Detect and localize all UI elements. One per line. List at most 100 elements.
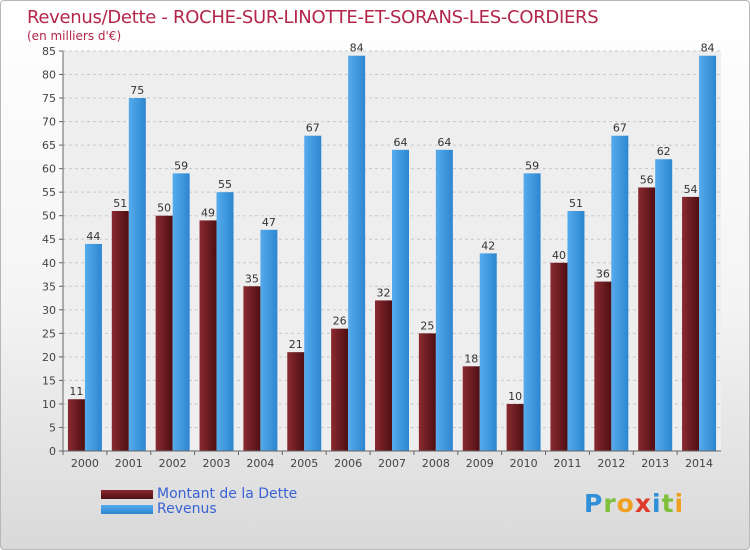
legend-label-dette: Montant de la Dette [157,486,298,502]
bar-dette [243,286,261,451]
bar-revenus [216,192,234,452]
y-tick-label: 70 [42,116,56,129]
bar-dette [418,333,436,451]
data-label-revenus: 67 [306,122,320,135]
x-tick-label: 2004 [246,457,274,470]
bar-dette [155,215,173,451]
proxiti-logo: Proxiti [584,489,684,518]
bar-revenus [567,211,585,451]
x-tick-label: 2013 [641,457,669,470]
bars: 11 44 51 75 50 59 49 55 35 47 21 67 26 84 32 64 25 64 18 42… [67,42,717,452]
y-tick-label: 40 [42,257,56,270]
x-tick-label: 2003 [203,457,231,470]
bar-dette [199,220,217,451]
y-tick-label: 60 [42,163,56,176]
y-tick-label: 5 [49,421,56,434]
bar-dette [67,399,85,451]
y-tick-label: 85 [42,45,56,58]
data-label-dette: 26 [333,315,347,328]
data-label-revenus: 84 [350,42,364,55]
bar-revenus [523,173,541,451]
y-tick-label: 25 [42,327,56,340]
data-label-revenus: 55 [218,178,232,191]
data-label-dette: 56 [640,173,654,186]
bar-revenus [392,149,409,451]
x-tick-label: 2009 [466,457,494,470]
bar-revenus [84,243,102,451]
data-label-dette: 35 [245,272,259,285]
y-tick-label: 0 [49,445,56,458]
data-label-dette: 50 [157,202,171,215]
x-tick-label: 2012 [597,457,625,470]
bar-dette [375,300,392,451]
x-tick-label: 2010 [510,457,538,470]
data-label-revenus: 59 [174,159,188,172]
legend-swatch-dette [101,490,153,499]
bar-dette [287,352,305,451]
logo-letter: i [652,489,662,518]
y-tick-label: 65 [42,139,56,152]
data-label-dette: 21 [289,338,303,351]
bar-dette [462,366,480,451]
data-label-dette: 40 [552,249,566,262]
bar-dette [506,403,524,451]
bar-revenus [260,229,278,451]
bar-revenus [479,253,497,451]
bar-dette [638,187,656,451]
bar-revenus [655,159,673,451]
bar-revenus [348,55,366,452]
data-label-dette: 36 [596,268,610,281]
y-tick-label: 45 [42,233,56,246]
logo-letter: r [603,489,617,518]
data-label-revenus: 62 [657,145,671,158]
data-label-revenus: 51 [569,197,583,210]
data-label-revenus: 84 [701,42,715,55]
bar-revenus [172,173,190,451]
logo-letter: P [584,489,604,518]
bar-dette [331,328,349,451]
bar-dette [550,262,568,451]
bar-dette [111,211,129,451]
logo-letter: t [661,489,675,518]
data-label-revenus: 75 [130,84,144,97]
data-label-revenus: 64 [437,136,451,149]
chart-title: Revenus/Dette - ROCHE-SUR-LINOTTE-ET-SOR… [27,7,599,28]
data-label-dette: 49 [201,206,215,219]
bar-revenus [611,135,629,452]
bar-revenus [699,55,717,452]
data-label-dette: 18 [464,352,478,365]
data-label-revenus: 47 [262,216,276,229]
y-tick-label: 75 [42,92,56,105]
y-tick-label: 30 [42,304,56,317]
x-tick-label: 2002 [159,457,187,470]
bar-revenus [128,98,146,451]
data-label-revenus: 42 [481,239,495,252]
bar-dette [594,281,612,451]
data-label-dette: 10 [508,390,522,403]
data-label-revenus: 64 [394,136,408,149]
x-tick-label: 2000 [71,457,99,470]
data-label-revenus: 44 [86,230,100,243]
bar-revenus [304,135,322,452]
y-tick-label: 80 [42,69,56,82]
x-tick-label: 2006 [334,457,362,470]
y-tick-label: 55 [42,186,56,199]
data-label-dette: 51 [113,197,127,210]
data-label-dette: 54 [684,183,698,196]
y-tick-label: 35 [42,280,56,293]
logo-letter: o [616,489,635,518]
x-tick-label: 2008 [422,457,450,470]
x-tick-label: 2014 [685,457,713,470]
data-label-dette: 11 [69,385,83,398]
data-label-revenus: 67 [613,122,627,135]
axes: 0 5 10 15 20 25 30 35 40 45 50 55 60 65 70 75 80 85 2000 20… [42,45,721,470]
x-tick-label: 2001 [115,457,143,470]
bar-revenus [435,149,453,451]
x-tick-label: 2011 [553,457,581,470]
chart-subtitle: (en milliers d'€) [27,29,122,43]
x-tick-label: 2005 [290,457,318,470]
y-tick-label: 50 [42,210,56,223]
data-label-revenus: 59 [525,159,539,172]
